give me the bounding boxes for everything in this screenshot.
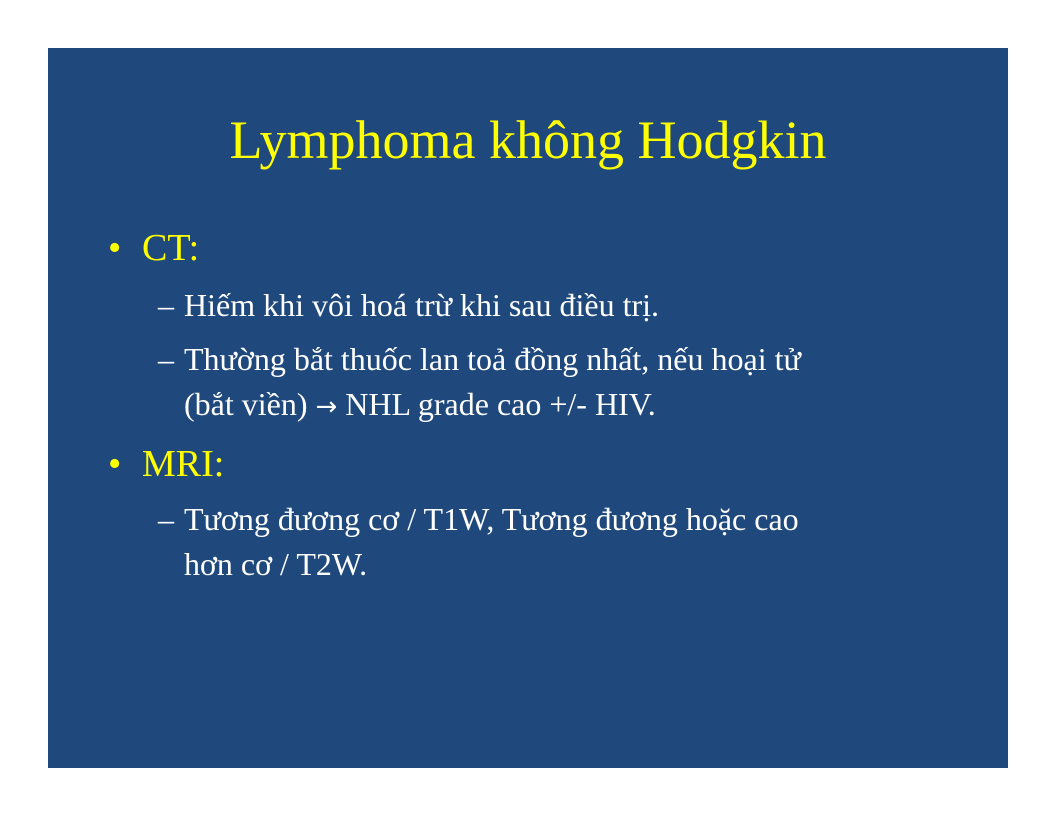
bullet-marker: • (108, 227, 122, 269)
sub-marker: – (158, 341, 174, 377)
bullet-mri: • MRI: (108, 442, 224, 486)
sub-item-calcification: – Hiếm khi vôi hoá trừ khi sau điều trị. (158, 283, 659, 328)
sub-item-continuation: (bắt viền) → NHL grade cao +/- HIV. (158, 382, 801, 430)
sub-item-continuation: hơn cơ / T2W. (184, 546, 368, 582)
sub-item-enhancement: – Thường bắt thuốc lan toả đồng nhất, nếu… (158, 337, 801, 430)
sub-marker: – (158, 501, 174, 537)
arrow-right-icon: → (315, 392, 338, 422)
bullet-ct: • CT: (108, 226, 199, 270)
sub-item-text-pre: (bắt viền) (184, 386, 308, 422)
bullet-marker: • (108, 443, 122, 485)
bullet-label: MRI: (142, 443, 225, 485)
slide-title: Lymphoma không Hodgkin (229, 110, 827, 170)
sub-item-text: Hiếm khi vôi hoá trừ khi sau điều trị. (184, 287, 660, 323)
bullet-label: CT: (142, 227, 200, 269)
sub-item-text: Thường bắt thuốc lan toả đồng nhất, nếu … (184, 341, 801, 377)
slide-background (48, 48, 1008, 768)
sub-item-text-post: NHL grade cao +/- HIV. (345, 386, 656, 422)
sub-marker: – (158, 287, 174, 323)
sub-item-text: Tương đương cơ / T1W, Tương đương hoặc c… (184, 501, 799, 537)
sub-item-signal: – Tương đương cơ / T1W, Tương đương hoặc … (158, 497, 799, 587)
